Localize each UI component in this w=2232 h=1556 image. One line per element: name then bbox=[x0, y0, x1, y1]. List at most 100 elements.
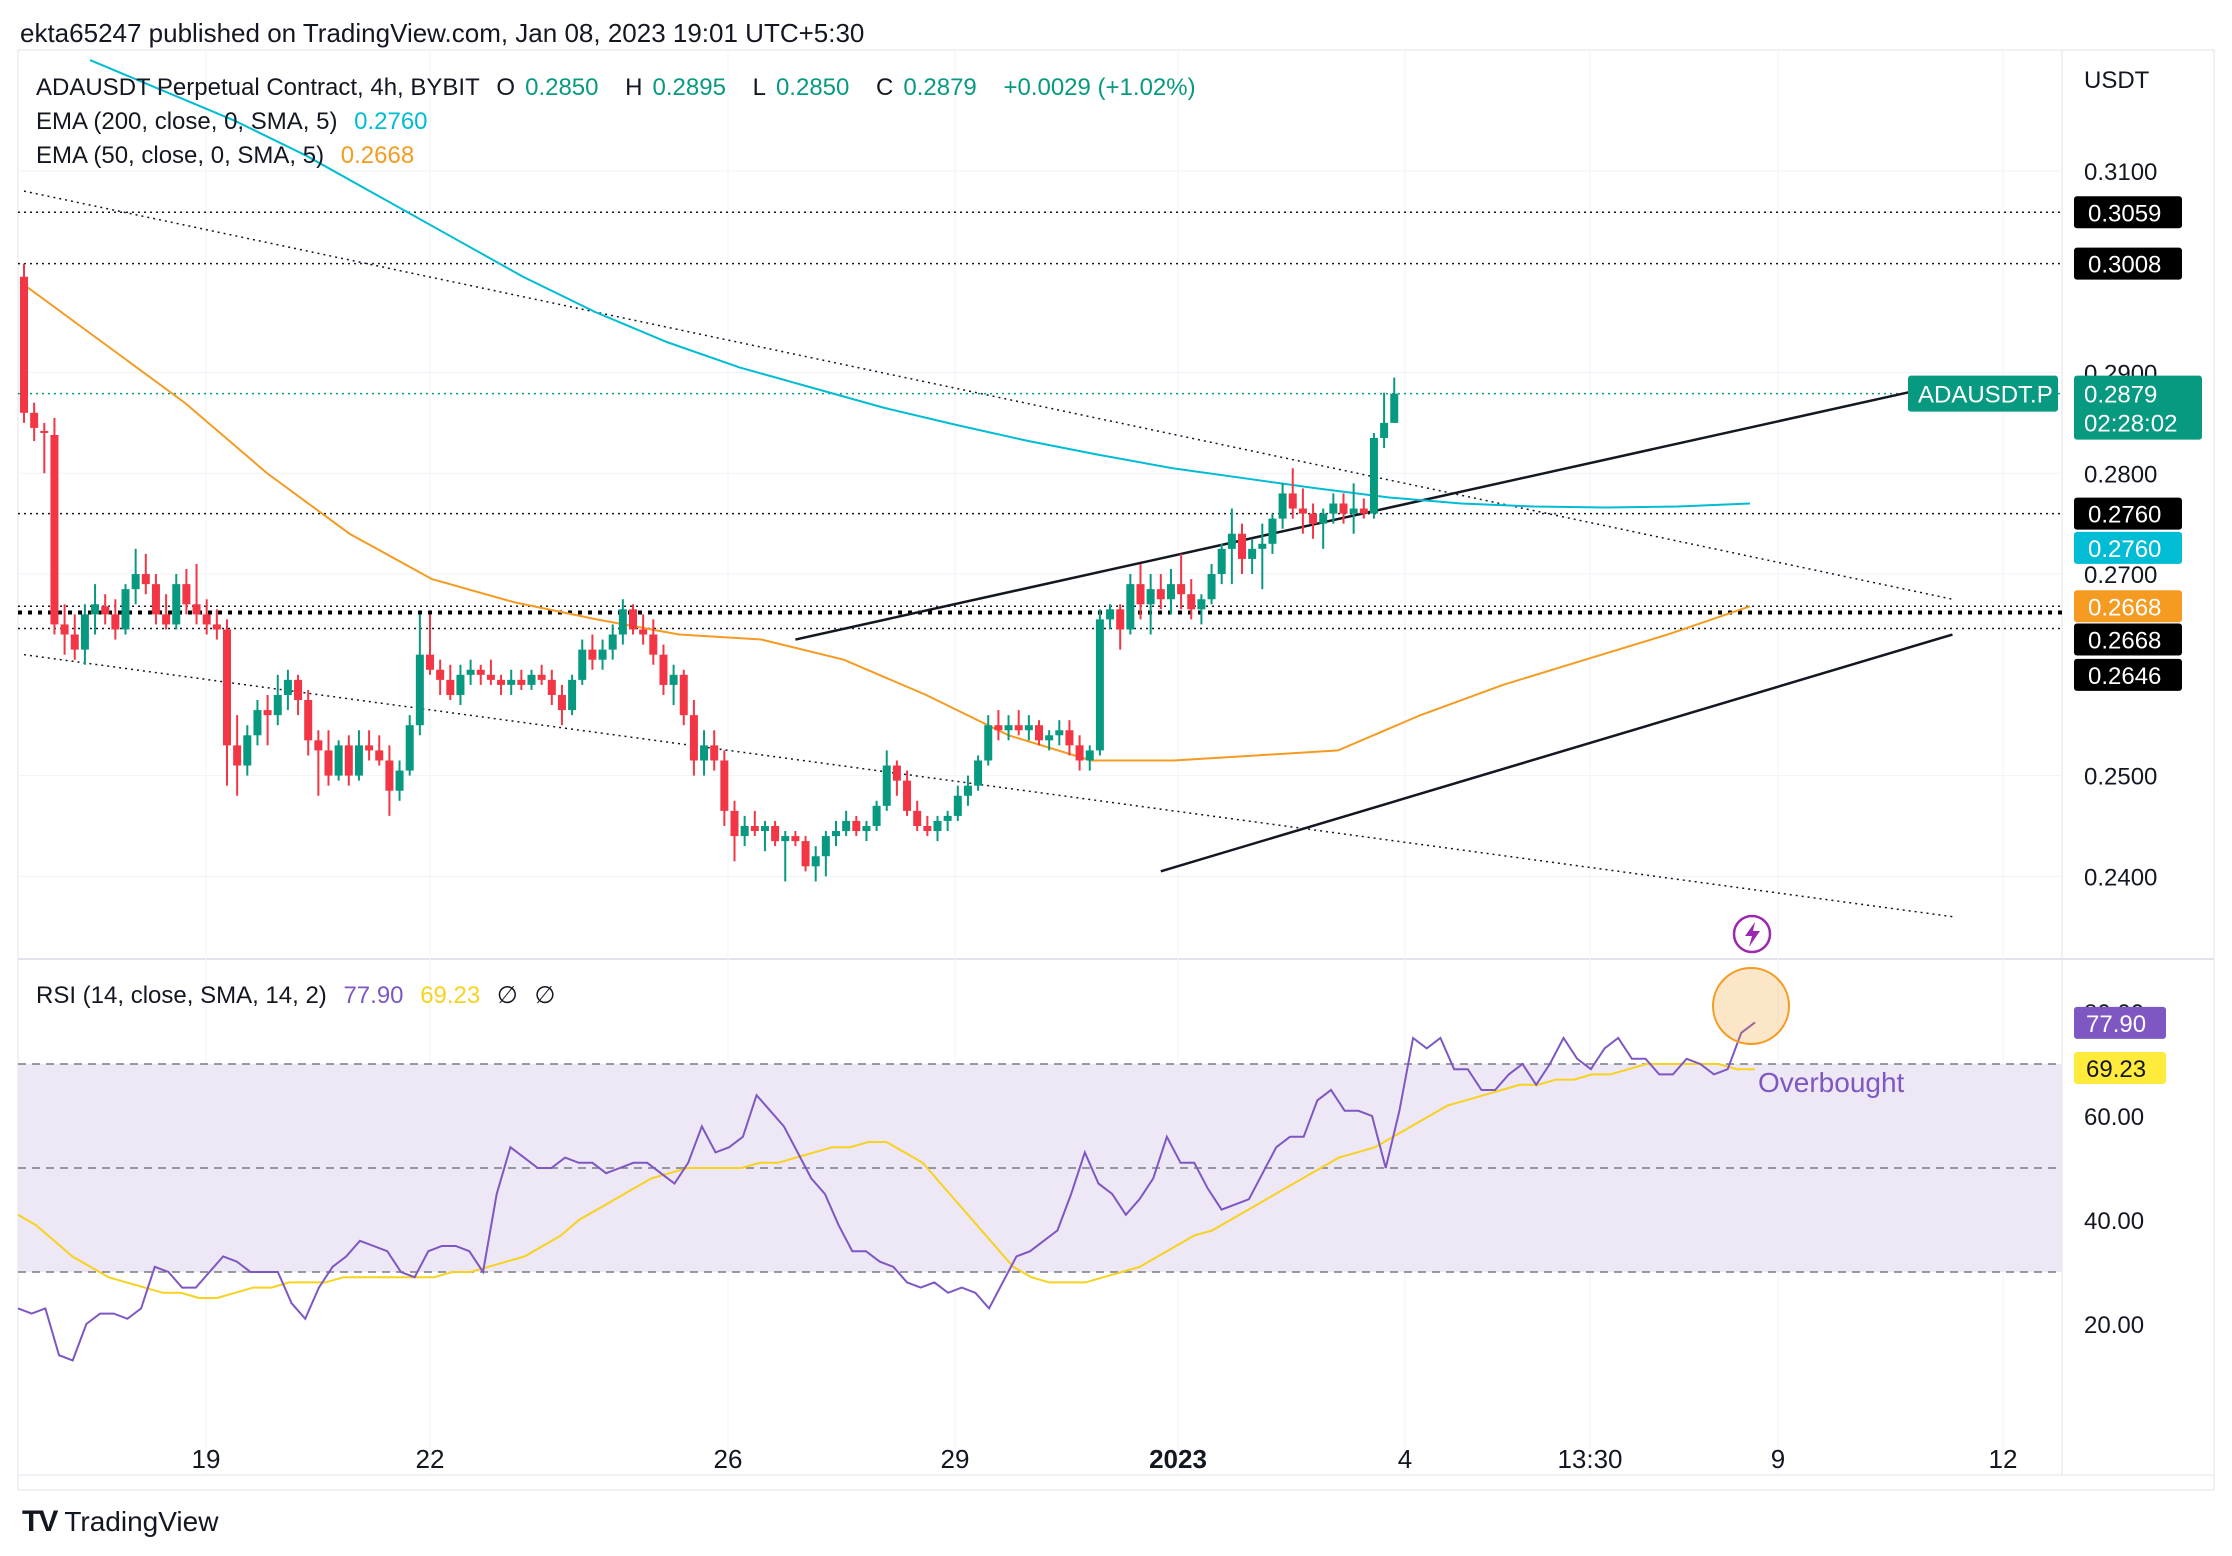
rsi-tick-label: 40.00 bbox=[2084, 1208, 2144, 1235]
candle-body bbox=[415, 654, 424, 726]
price-tag-label: 0.3059 bbox=[2088, 200, 2161, 227]
candle-body bbox=[740, 825, 749, 837]
price-tag bbox=[2074, 590, 2182, 623]
price-tick-label: 0.2800 bbox=[2084, 461, 2157, 488]
candle-body bbox=[1258, 543, 1267, 549]
candle-body bbox=[1268, 518, 1277, 544]
rsi-sma-tag bbox=[2074, 1052, 2166, 1085]
candle-body bbox=[395, 770, 404, 791]
ema50-label: EMA (50, close, 0, SMA, 5) bbox=[36, 142, 325, 169]
rsi-sma-line bbox=[17, 1063, 1755, 1299]
candle-body bbox=[517, 679, 526, 685]
price-tag bbox=[2074, 658, 2182, 691]
candle-body bbox=[182, 584, 191, 605]
candle-body bbox=[375, 750, 384, 761]
candle-body bbox=[1380, 422, 1389, 438]
time-tick-label: 4 bbox=[1398, 1444, 1412, 1474]
candle-body bbox=[1156, 589, 1165, 600]
candle-body bbox=[943, 815, 952, 821]
candle-body bbox=[700, 745, 709, 761]
candle-body bbox=[162, 614, 171, 625]
candle-body bbox=[882, 765, 891, 806]
candle-body bbox=[486, 674, 495, 680]
time-tick-label: 9 bbox=[1771, 1444, 1785, 1474]
candle-body bbox=[1390, 393, 1399, 423]
price-tick-label: 0.2500 bbox=[2084, 764, 2157, 791]
candle-body bbox=[1014, 725, 1023, 731]
price-tick-label: 0.2700 bbox=[2084, 562, 2157, 589]
ema200-line bbox=[89, 59, 1751, 509]
candle-body bbox=[70, 634, 79, 650]
low-value: L 0.2850 bbox=[752, 74, 850, 101]
candle-body bbox=[1035, 725, 1043, 741]
ema50-legend[interactable]: EMA (50, close, 0, SMA, 5) 0.2668 bbox=[36, 142, 424, 170]
price-tick-label: 0.3100 bbox=[2084, 159, 2157, 186]
time-tick-label: 26 bbox=[714, 1444, 743, 1474]
candle-body bbox=[913, 810, 922, 826]
candle-body bbox=[243, 735, 252, 766]
tradingview-footer[interactable]: TV TradingView bbox=[22, 1505, 218, 1539]
candle-body bbox=[578, 649, 587, 680]
rsi-sma-tag-label: 69.23 bbox=[2086, 1056, 2146, 1083]
candle-body bbox=[547, 679, 556, 695]
brand-name: TradingView bbox=[64, 1506, 219, 1537]
candle-body bbox=[151, 584, 160, 615]
rsi-tick-label: 20.00 bbox=[2084, 1312, 2144, 1339]
candle-body bbox=[1166, 584, 1175, 600]
candle-body bbox=[80, 614, 89, 650]
candle-body bbox=[253, 710, 262, 736]
candle-body bbox=[557, 694, 566, 711]
price-tick-label: 0.2400 bbox=[2084, 864, 2157, 891]
price-tags: 0.3059 0.3008 0.2760 0.2760 0.2668 0.2668 0.26… bbox=[1908, 196, 2202, 691]
candle-body bbox=[994, 725, 1003, 731]
candle-body bbox=[1349, 508, 1358, 514]
candle-body bbox=[354, 745, 363, 776]
candle-body bbox=[385, 760, 394, 791]
candle-body bbox=[862, 825, 871, 832]
candle-body bbox=[1288, 493, 1297, 509]
rsi-legend[interactable]: RSI (14, close, SMA, 14, 2) 77.90 69.23 … bbox=[36, 981, 565, 1010]
candle-body bbox=[172, 584, 181, 625]
candle-body bbox=[1146, 589, 1155, 605]
candle-body bbox=[1085, 750, 1094, 761]
candle-body bbox=[832, 831, 840, 837]
candle-body bbox=[933, 820, 942, 832]
candle-body bbox=[365, 745, 374, 751]
candle-body bbox=[984, 725, 993, 761]
candle-body bbox=[304, 700, 313, 741]
candle-body bbox=[1065, 730, 1074, 746]
candle-body bbox=[497, 679, 506, 685]
candle-body bbox=[405, 725, 414, 771]
symbol-tag-label: ADAUSDT.P bbox=[1918, 382, 2053, 409]
price-tag-label: 0.2760 bbox=[2088, 536, 2161, 563]
candle-body bbox=[233, 745, 242, 766]
countdown-label: 02:28:02 bbox=[2084, 411, 2177, 438]
candle-body bbox=[1329, 503, 1338, 514]
ema200-legend[interactable]: EMA (200, close, 0, SMA, 5) 0.2760 bbox=[36, 108, 438, 136]
candle-body bbox=[40, 430, 49, 433]
candle-body bbox=[1106, 609, 1115, 620]
candle-body bbox=[141, 574, 150, 585]
candle-body bbox=[334, 745, 343, 776]
candle-body bbox=[1187, 594, 1196, 610]
candle-body bbox=[710, 745, 719, 761]
moving-average-lines bbox=[19, 59, 1751, 762]
tradingview-logo-icon: TV bbox=[22, 1505, 58, 1538]
candle-body bbox=[852, 820, 861, 832]
candle-body bbox=[730, 810, 739, 837]
ema200-label: EMA (200, close, 0, SMA, 5) bbox=[36, 108, 338, 135]
price-tag bbox=[2074, 623, 2182, 656]
candle-body bbox=[192, 604, 201, 615]
candle-body bbox=[101, 606, 110, 615]
price-axis-unit: USDT bbox=[2084, 67, 2150, 94]
candle-body bbox=[1197, 599, 1206, 610]
candle-body bbox=[811, 856, 820, 867]
candle-body bbox=[436, 669, 445, 680]
candle-body bbox=[426, 654, 434, 670]
rsi-tick-label: 60.00 bbox=[2084, 1104, 2144, 1131]
candle-body bbox=[1095, 619, 1104, 751]
symbol-label[interactable]: ADAUSDT Perpetual Contract, 4h, BYBIT bbox=[36, 74, 480, 101]
candle-body bbox=[1369, 437, 1378, 514]
price-tag-label: 0.2646 bbox=[2088, 663, 2161, 690]
